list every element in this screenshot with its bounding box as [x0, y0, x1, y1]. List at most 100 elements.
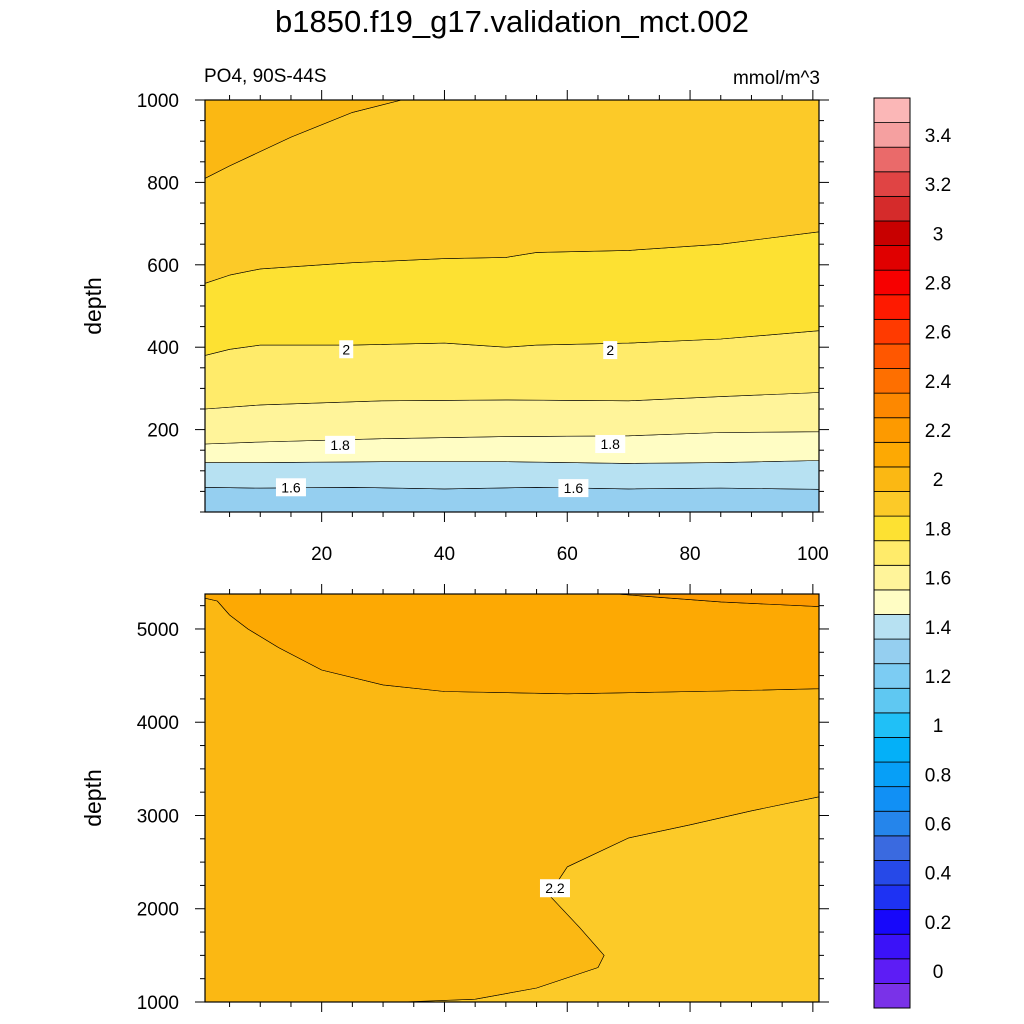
colorbar-swatch-15 [873, 614, 911, 640]
colorbar-swatch-21 [873, 466, 911, 492]
variable-region-label: PO4, 90S-44S [204, 66, 327, 87]
units-label: mmol/m^3 [732, 68, 820, 89]
upper-y-tick-label: 800 [147, 173, 179, 194]
colorbar-swatch-33 [873, 171, 911, 197]
lower-x-ticks [229, 584, 814, 1012]
upper-contour-band-7 [205, 100, 402, 179]
colorbar-swatch-3 [873, 909, 911, 935]
colorbar-swatch-8 [873, 786, 911, 812]
contour-label-text: 1.6 [281, 479, 301, 495]
lower-y-tick-label: 4000 [137, 713, 179, 734]
colorbar-tick-label: 3.2 [925, 175, 951, 196]
contour-label-background [339, 340, 354, 359]
contour-label-background [325, 435, 356, 454]
lower-plot-frame [204, 593, 820, 1003]
contour-label-background [603, 341, 618, 360]
colorbar-tick-label: 0.2 [925, 913, 951, 934]
upper-y-tick-label: 200 [147, 421, 179, 442]
lower-y-tick-label: 3000 [137, 806, 179, 827]
colorbar-swatch-6 [873, 835, 911, 861]
colorbar: 0 0.2 0.4 0.6 0.8 1 1.2 1.4 1.6 1.8 2 2.2 2.4 2.6 2.8 3… [873, 97, 952, 1009]
colorbar-tick-label: 1 [933, 716, 944, 737]
colorbar-swatch-5 [873, 860, 911, 886]
colorbar-swatch-1 [873, 958, 911, 984]
colorbar-tick-label: 1.6 [925, 569, 951, 590]
colorbar-swatch-20 [873, 491, 911, 517]
upper-contour-label: 1.6 [275, 478, 306, 497]
colorbar-swatch-16 [873, 589, 911, 615]
colorbar-swatch-30 [873, 245, 911, 271]
lower-y-ticks [195, 605, 829, 1003]
colorbar-swatch-22 [873, 441, 911, 468]
colorbar-tick-label: 2.8 [925, 273, 951, 294]
upper-contour-label: 2 [603, 341, 618, 360]
upper-contour-label: 1.8 [595, 435, 626, 454]
colorbar-tick-label: 0.4 [925, 864, 952, 885]
chart-title: b1850.f19_g17.validation_mct.002 [275, 4, 749, 39]
upper-y-tick-label: 1000 [137, 91, 179, 112]
upper-contour-label: 2 [339, 340, 354, 359]
colorbar-swatch-25 [873, 368, 911, 394]
upper-contour-fills [205, 100, 819, 512]
colorbar-swatch-18 [873, 540, 911, 566]
colorbar-swatch-29 [873, 269, 911, 296]
colorbar-swatch-31 [873, 220, 911, 246]
lower-y-tick-label: 2000 [137, 900, 179, 921]
upper-x-tick-label: 100 [797, 544, 829, 565]
colorbar-swatch-11 [873, 712, 911, 738]
upper-x-tick-label: 80 [679, 544, 700, 565]
colorbar-tick-label: 2.6 [925, 323, 951, 344]
colorbar-swatch-12 [873, 687, 911, 714]
upper-contour-label: 1.6 [558, 479, 589, 498]
colorbar-swatch-23 [873, 417, 911, 443]
colorbar-tick-label: 1.2 [925, 667, 951, 688]
upper-y-tick-label: 600 [147, 256, 179, 277]
colorbar-swatch-4 [873, 884, 911, 911]
colorbar-tick-label: 1.4 [925, 618, 952, 639]
colorbar-swatch-35 [873, 122, 911, 148]
colorbar-tick-label: 1.8 [925, 519, 951, 540]
contour-label-background [558, 479, 589, 498]
colorbar-tick-label: 0.8 [925, 765, 951, 786]
colorbar-tick-label: 3.4 [925, 126, 952, 147]
upper-x-tick-label: 60 [557, 544, 578, 565]
lower-contour-label: 2.2 [539, 879, 570, 898]
colorbar-tick-label: 2.4 [925, 372, 952, 393]
colorbar-swatch-24 [873, 392, 911, 419]
upper-contour-label: 1.8 [325, 435, 356, 454]
contour-label-background [275, 478, 306, 497]
colorbar-swatch-14 [873, 638, 911, 665]
colorbar-swatch-13 [873, 663, 911, 689]
colorbar-swatch-34 [873, 146, 911, 173]
colorbar-swatch-27 [873, 318, 911, 345]
contour-label-background [595, 435, 626, 454]
lower-contour-band-3 [616, 594, 819, 607]
colorbar-swatch-7 [873, 810, 911, 837]
colorbar-swatch-26 [873, 343, 911, 369]
contour-label-text: 1.6 [564, 480, 584, 496]
contour-label-text: 2 [342, 341, 350, 357]
contour-label-text: 2.2 [545, 880, 565, 896]
upper-y-ticks [195, 99, 829, 513]
upper-y-tick-label: 400 [147, 338, 179, 359]
upper-contour-panel: 20 40 60 80 100 200 400 600 800 1000 depth 1.6 1.6 1.… [80, 90, 829, 565]
colorbar-tick-label: 0 [933, 962, 944, 983]
colorbar-swatch-9 [873, 761, 911, 788]
colorbar-swatch-28 [873, 294, 911, 320]
lower-contour-panel: 1000 2000 3000 4000 5000 depth 2.2 [80, 584, 829, 1014]
colorbar-tick-label: 0.6 [925, 815, 951, 836]
colorbar-frame [873, 97, 911, 1009]
colorbar-tick-label: 2.2 [925, 421, 951, 442]
lower-y-axis-label: depth [80, 769, 106, 827]
upper-y-axis-label: depth [80, 277, 106, 335]
contour-label-text: 2 [606, 342, 614, 358]
colorbar-swatch-0 [873, 983, 911, 1009]
contour-label-text: 1.8 [330, 437, 350, 453]
contour-label-background [539, 879, 570, 898]
colorbar-swatch-17 [873, 564, 911, 591]
lower-contour-fills [205, 594, 819, 1002]
lower-y-tick-label: 1000 [137, 993, 179, 1014]
upper-x-tick-label: 20 [311, 544, 332, 565]
